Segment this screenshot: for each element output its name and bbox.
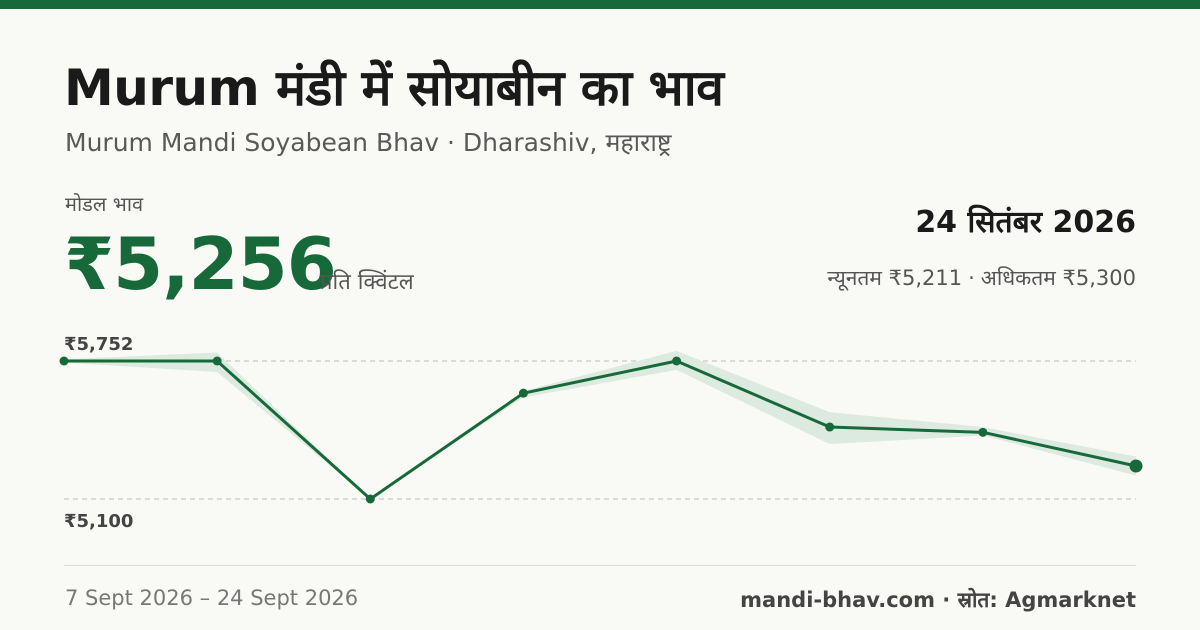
page-title: Murum मंडी में सोयाबीन का भाव	[64, 59, 724, 117]
top-accent-bar	[0, 0, 1200, 9]
page-subtitle: Murum Mandi Soyabean Bhav · Dharashiv, म…	[65, 128, 672, 157]
data-point-latest	[1129, 459, 1143, 473]
data-point	[672, 356, 682, 366]
min-price: न्यूनतम ₹5,211	[827, 266, 963, 290]
price-trend-chart: ₹5,752 ₹5,100	[59, 334, 1143, 532]
data-point	[365, 494, 375, 504]
footer-divider	[64, 565, 1136, 566]
max-price: अधिकतम ₹5,300	[980, 266, 1136, 290]
series-line	[64, 359, 1137, 501]
data-point	[518, 388, 528, 398]
model-price-label: मोडल भाव	[65, 192, 144, 216]
footer-source: mandi-bhav.com · स्रोत: Agmarknet	[740, 588, 1136, 612]
y-tick-label-bottom: ₹5,100	[64, 511, 133, 532]
data-point	[59, 356, 69, 366]
price-range: न्यूनतम ₹5,211 · अधिकतम ₹5,300	[827, 264, 1136, 292]
price-unit: प्रति क्विंटल	[320, 270, 414, 295]
model-price-value: ₹5,256	[64, 222, 337, 306]
y-tick-label-top: ₹5,752	[64, 334, 133, 355]
price-date: 24 सितंबर 2026	[915, 205, 1136, 240]
data-point	[978, 427, 988, 437]
range-separator: ·	[968, 266, 975, 290]
date-range: 7 Sept 2026 – 24 Sept 2026	[65, 586, 359, 610]
data-point	[825, 422, 835, 432]
data-point	[212, 356, 222, 366]
min-max-band	[64, 350, 1136, 499]
